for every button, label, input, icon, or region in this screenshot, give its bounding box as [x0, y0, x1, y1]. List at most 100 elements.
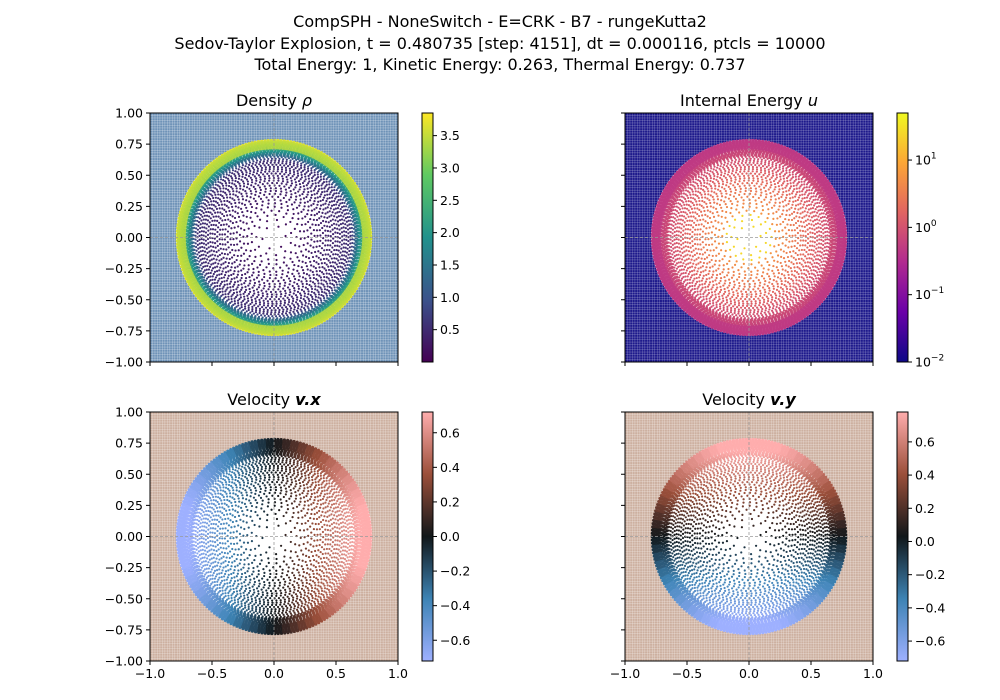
particle	[221, 300, 225, 304]
particle	[774, 296, 778, 300]
particle	[757, 261, 760, 264]
particle	[328, 210, 331, 213]
particle	[784, 294, 787, 297]
particle	[788, 291, 791, 294]
particle	[777, 272, 781, 275]
particle	[245, 206, 248, 209]
particle	[230, 295, 233, 298]
particle	[345, 212, 348, 215]
particle	[678, 250, 682, 253]
particle	[764, 189, 767, 193]
particle	[198, 266, 201, 269]
particle	[285, 212, 288, 215]
particle	[260, 260, 263, 263]
particle	[203, 276, 206, 279]
particle	[722, 292, 726, 296]
particle	[284, 289, 287, 292]
particle	[282, 215, 285, 219]
particle	[737, 301, 741, 305]
particle	[687, 209, 690, 212]
particle	[804, 255, 807, 258]
particle	[286, 204, 289, 208]
particle	[766, 217, 769, 220]
particle	[312, 189, 315, 192]
particle	[318, 274, 321, 277]
shock-shell-segment	[178, 252, 189, 263]
particle	[339, 185, 344, 189]
particle	[236, 212, 239, 215]
particle	[271, 195, 274, 198]
particle	[350, 226, 354, 230]
particle	[288, 311, 291, 314]
particle	[300, 294, 303, 297]
figure-title-line-2: Sedov-Taylor Explosion, t = 0.480735 [st…	[174, 34, 825, 53]
particle	[293, 263, 296, 267]
particle	[713, 240, 717, 243]
particle	[321, 242, 324, 245]
particle	[245, 301, 248, 304]
particle	[253, 175, 256, 178]
particle	[207, 196, 210, 199]
particle	[223, 273, 227, 277]
particle	[287, 300, 291, 304]
particle	[225, 193, 228, 196]
particle	[767, 188, 770, 191]
particle	[263, 272, 266, 275]
particle	[773, 259, 776, 262]
particle	[293, 227, 296, 230]
particle	[345, 194, 349, 198]
particle	[232, 243, 236, 247]
particle	[211, 190, 215, 193]
particle	[302, 190, 305, 193]
particle	[218, 284, 221, 287]
particle	[817, 242, 821, 245]
particle	[763, 305, 767, 308]
particle	[242, 185, 246, 188]
particle	[791, 203, 794, 206]
particle	[730, 177, 733, 180]
particle	[737, 287, 740, 290]
particle	[775, 294, 778, 297]
particle	[317, 190, 320, 193]
particle	[265, 252, 268, 255]
particle	[251, 220, 254, 223]
particle	[777, 298, 780, 301]
colorbar: 0.51.01.52.02.53.03.5	[421, 112, 460, 363]
particle	[739, 297, 742, 300]
particle	[218, 207, 221, 210]
particle	[252, 185, 255, 188]
particle	[310, 184, 313, 187]
particle	[268, 282, 271, 285]
particle	[298, 230, 302, 233]
particle	[317, 256, 320, 259]
particle	[340, 205, 344, 209]
particle	[253, 168, 256, 171]
particle	[717, 292, 720, 295]
particle	[206, 233, 210, 236]
particle	[752, 195, 755, 199]
particle	[244, 279, 247, 283]
particle	[346, 263, 349, 266]
particle	[319, 234, 322, 237]
particle	[270, 157, 274, 160]
particle	[228, 181, 231, 184]
particle	[344, 205, 348, 208]
particle	[815, 227, 818, 230]
particle	[695, 258, 698, 261]
particle	[713, 290, 716, 293]
particle	[768, 178, 772, 181]
particle	[236, 273, 239, 276]
particle	[779, 299, 782, 302]
particle	[300, 266, 303, 269]
particle	[697, 276, 701, 279]
particle	[784, 260, 787, 263]
particle	[705, 278, 708, 281]
particle	[697, 223, 700, 226]
particle	[220, 294, 223, 298]
particle	[690, 258, 693, 261]
particle	[303, 306, 306, 310]
particle	[341, 239, 344, 242]
particle	[804, 219, 807, 222]
particle	[776, 254, 780, 257]
particle	[208, 250, 211, 253]
